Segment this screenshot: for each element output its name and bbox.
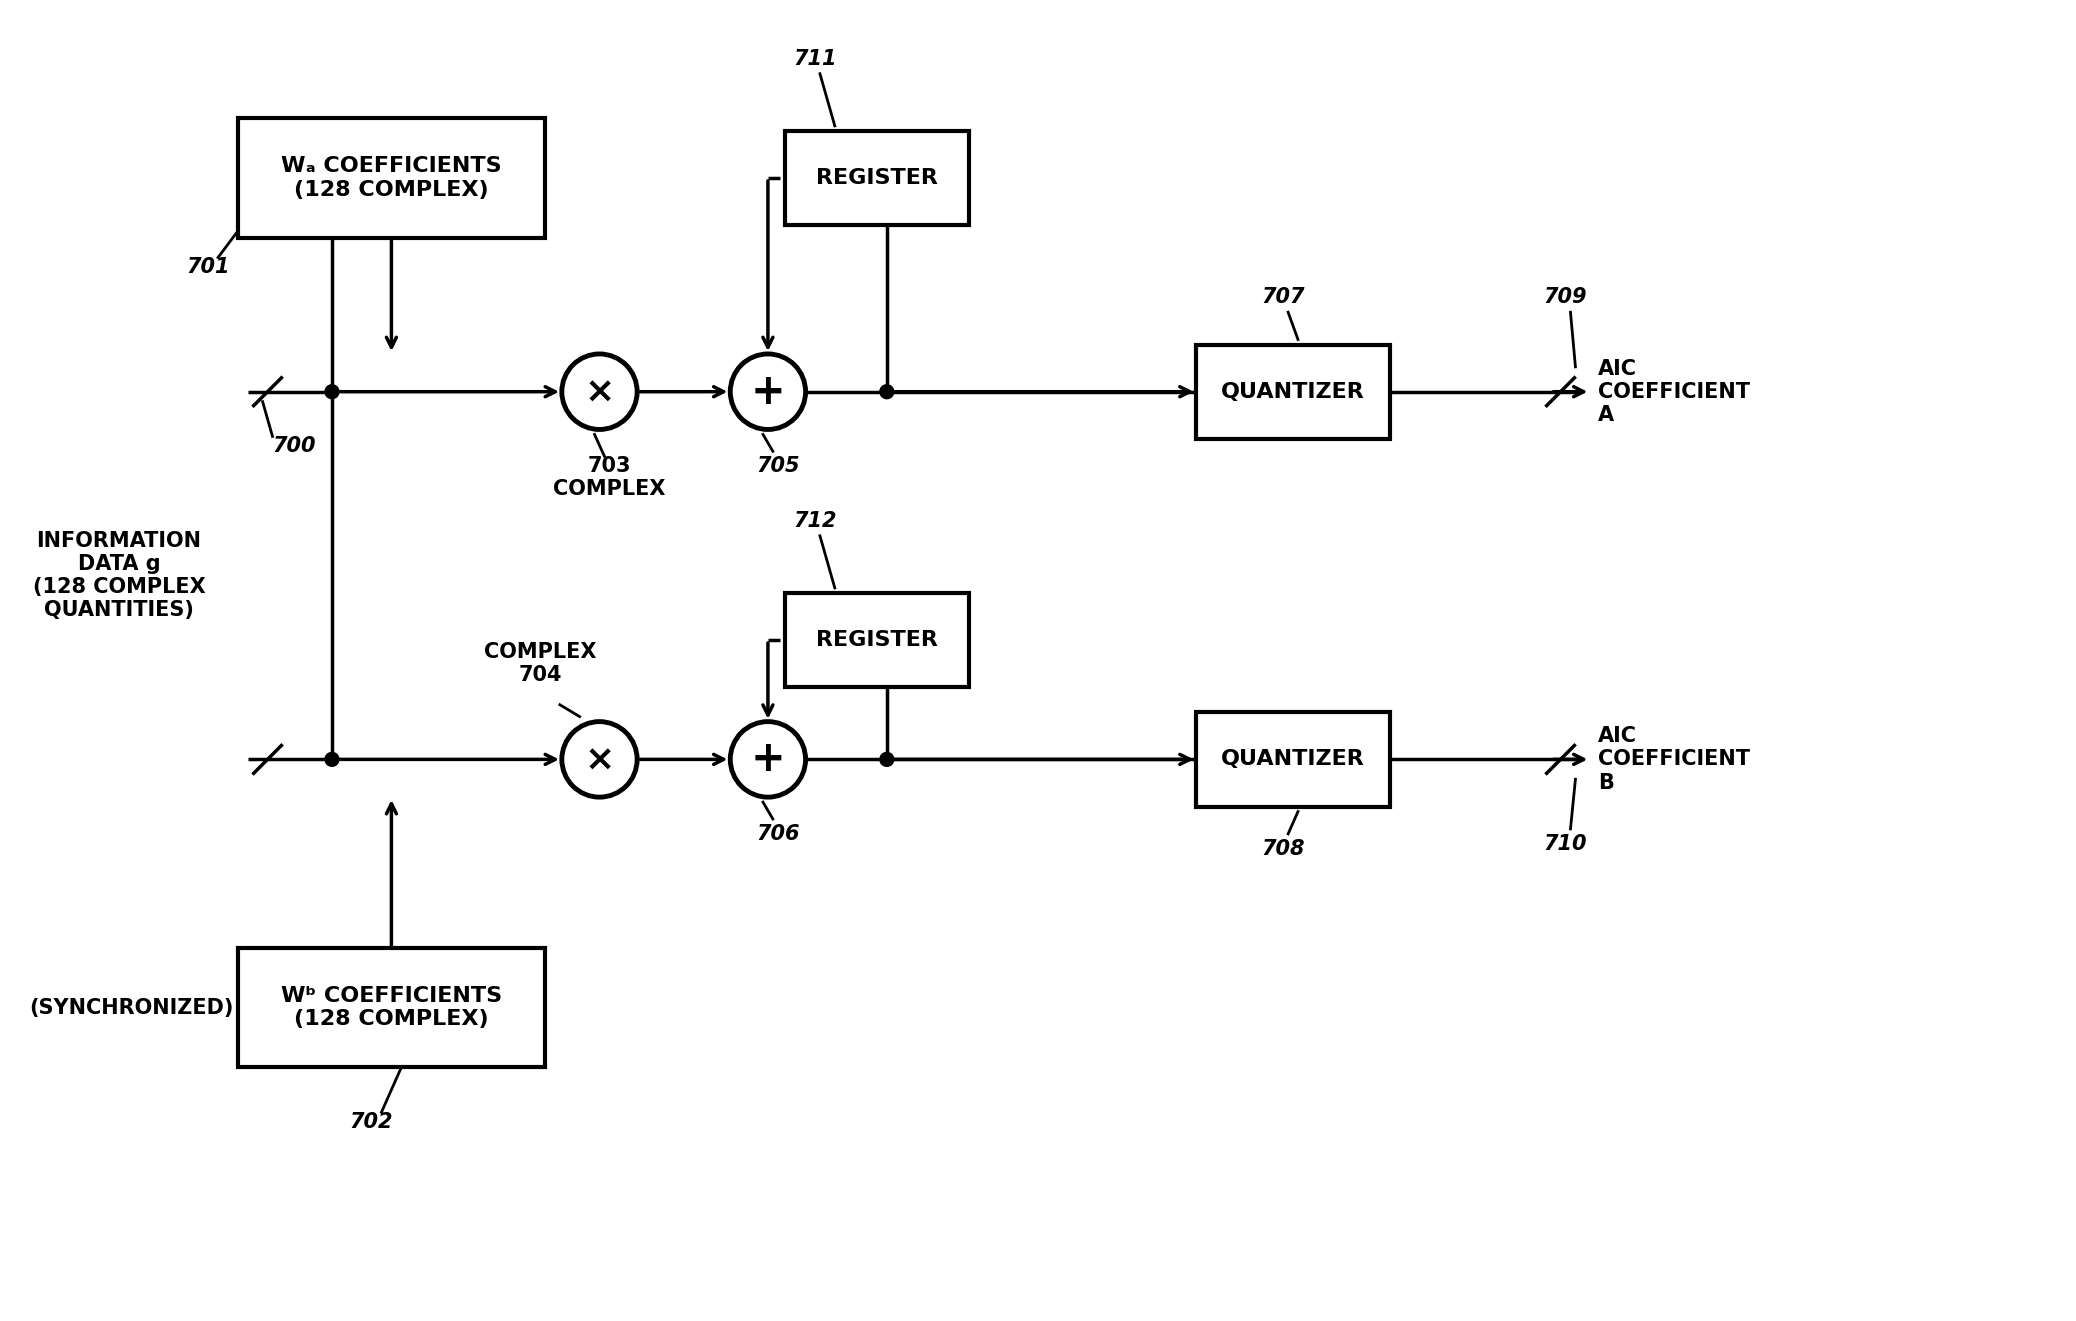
Text: 701: 701	[187, 258, 230, 277]
Text: INFORMATION
DATA g
(128 COMPLEX
QUANTITIES): INFORMATION DATA g (128 COMPLEX QUANTITI…	[33, 531, 206, 621]
Text: 700: 700	[272, 436, 316, 456]
Text: AIC
COEFFICIENT
A: AIC COEFFICIENT A	[1599, 358, 1750, 425]
Text: QUANTIZER: QUANTIZER	[1221, 749, 1364, 769]
Text: 702: 702	[351, 1112, 392, 1132]
Text: ×: ×	[583, 742, 614, 777]
Text: +: +	[752, 371, 785, 412]
Text: Wₐ COEFFICIENTS
(128 COMPLEX): Wₐ COEFFICIENTS (128 COMPLEX)	[280, 156, 502, 199]
Bar	[239, 119, 546, 238]
Text: 709: 709	[1545, 287, 1588, 308]
Text: 703
COMPLEX: 703 COMPLEX	[552, 456, 666, 499]
Text: 710: 710	[1545, 834, 1588, 853]
Text: 707: 707	[1262, 287, 1306, 308]
Text: ×: ×	[583, 375, 614, 408]
Circle shape	[731, 354, 805, 429]
Circle shape	[563, 721, 637, 797]
Text: 712: 712	[793, 511, 837, 531]
Text: +: +	[752, 738, 785, 781]
Circle shape	[326, 384, 338, 399]
Text: 706: 706	[756, 824, 799, 844]
Text: 711: 711	[793, 49, 837, 69]
Bar	[1196, 712, 1389, 807]
Text: REGISTER: REGISTER	[816, 168, 938, 188]
Text: (SYNCHRONIZED): (SYNCHRONIZED)	[29, 997, 235, 1017]
Circle shape	[731, 721, 805, 797]
Circle shape	[880, 384, 895, 399]
Bar	[785, 593, 969, 687]
Text: 705: 705	[756, 456, 799, 477]
Circle shape	[326, 753, 338, 766]
Text: REGISTER: REGISTER	[816, 630, 938, 650]
Bar	[239, 948, 546, 1067]
Circle shape	[880, 753, 895, 766]
Text: AIC
COEFFICIENT
B: AIC COEFFICIENT B	[1599, 727, 1750, 793]
Bar	[1196, 345, 1389, 439]
Text: 708: 708	[1262, 839, 1306, 859]
Text: Wᵇ COEFFICIENTS
(128 COMPLEX): Wᵇ COEFFICIENTS (128 COMPLEX)	[280, 987, 502, 1029]
Circle shape	[563, 354, 637, 429]
Text: QUANTIZER: QUANTIZER	[1221, 382, 1364, 402]
Text: COMPLEX
704: COMPLEX 704	[484, 642, 596, 684]
Bar	[785, 131, 969, 226]
